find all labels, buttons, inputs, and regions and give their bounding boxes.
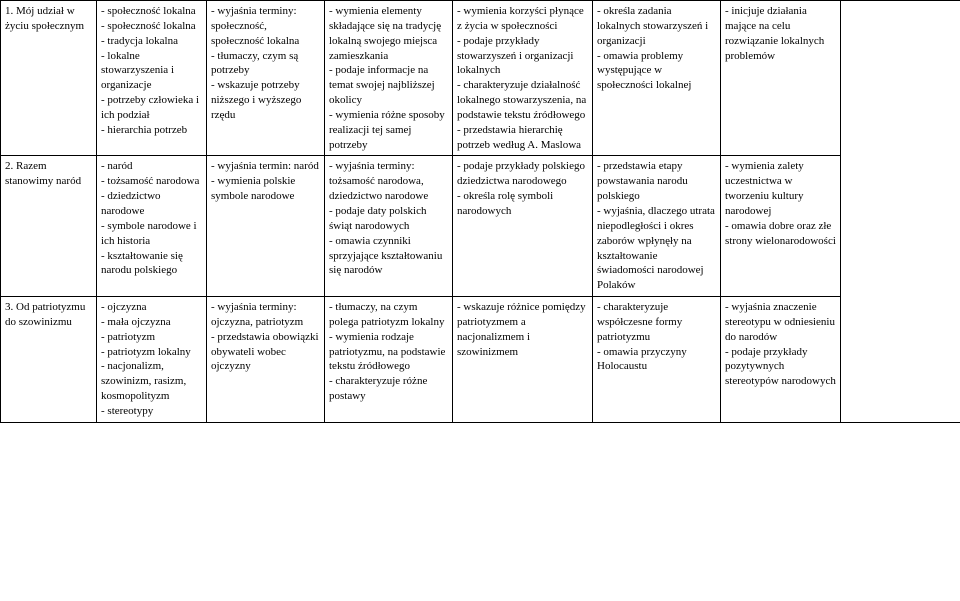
content-cell: - wskazuje różnice pomiędzy patriotyzmem…	[453, 297, 593, 423]
content-cell: - wyjaśnia terminy: ojczyzna, patriotyzm…	[207, 297, 325, 423]
content-cell: - wyjaśnia terminy: społeczność, społecz…	[207, 1, 325, 156]
content-cell: - przedstawia etapy powstawania narodu p…	[593, 156, 721, 297]
curriculum-table: 1. Mój udział w życiu społecznym - społe…	[0, 0, 960, 423]
content-cell: - inicjuje działania mające na celu rozw…	[721, 1, 841, 156]
content-cell: - wymienia korzyści płynące z życia w sp…	[453, 1, 593, 156]
content-cell: - podaje przykłady polskiego dziedzictwa…	[453, 156, 593, 297]
table-row: 2. Razem stanowimy naród - naród- tożsam…	[1, 156, 960, 297]
content-cell: - charakteryzuje współczesne formy patri…	[593, 297, 721, 423]
topic-cell: 1. Mój udział w życiu społecznym	[1, 1, 97, 156]
content-cell: - wyjaśnia termin: naród- wymienia polsk…	[207, 156, 325, 297]
content-cell: - wyjaśnia znaczenie stereotypu w odnies…	[721, 297, 841, 423]
content-cell: - społeczność lokalna- społeczność lokal…	[97, 1, 207, 156]
content-cell: - wyjaśnia terminy: tożsamość narodowa, …	[325, 156, 453, 297]
table-row: 1. Mój udział w życiu społecznym - społe…	[1, 1, 960, 156]
empty-cell	[841, 1, 960, 423]
content-cell: - tłumaczy, na czym polega patriotyzm lo…	[325, 297, 453, 423]
table-body: 1. Mój udział w życiu społecznym - społe…	[1, 1, 960, 423]
content-cell: - naród- tożsamość narodowa- dziedzictwo…	[97, 156, 207, 297]
topic-cell: 3. Od patriotyzmu do szowinizmu	[1, 297, 97, 423]
content-cell: - wymienia zalety uczestnictwa w tworzen…	[721, 156, 841, 297]
content-cell: - określa zadania lokalnych stowarzyszeń…	[593, 1, 721, 156]
content-cell: - wymienia elementy składające się na tr…	[325, 1, 453, 156]
content-cell: - ojczyzna- mała ojczyzna- patriotyzm- p…	[97, 297, 207, 423]
table-row: 3. Od patriotyzmu do szowinizmu - ojczyz…	[1, 297, 960, 423]
topic-cell: 2. Razem stanowimy naród	[1, 156, 97, 297]
